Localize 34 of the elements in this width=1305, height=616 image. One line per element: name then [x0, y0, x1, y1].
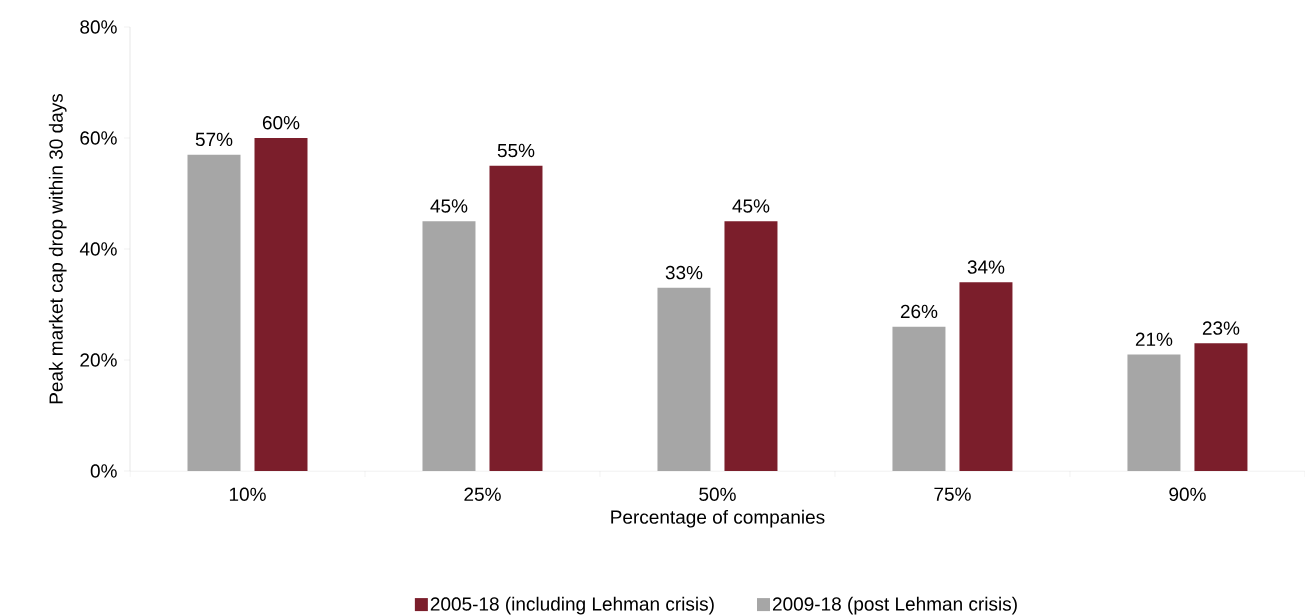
data-label: 26%	[900, 304, 938, 319]
bar	[254, 138, 308, 471]
data-label: 34%	[967, 260, 1005, 274]
y-tick-label: 0%	[90, 464, 117, 478]
bar	[1127, 354, 1181, 471]
x-tick-label: 75%	[934, 487, 971, 501]
bar	[187, 154, 241, 471]
x-axis-title: Percentage of companies	[611, 509, 825, 528]
bar	[422, 221, 476, 471]
data-label: 60%	[262, 116, 300, 130]
y-tick-label: 80%	[80, 20, 117, 34]
bar	[1194, 343, 1248, 471]
legend-label: 2009-18 (post Lehman crisis)	[772, 596, 1017, 615]
data-label: 33%	[665, 265, 703, 280]
bar	[489, 165, 543, 471]
bar	[657, 287, 711, 471]
data-label: 23%	[1202, 321, 1240, 335]
x-tick-label: 90%	[1169, 487, 1206, 501]
x-tick-label: 50%	[699, 487, 736, 501]
data-label: 55%	[497, 143, 535, 158]
x-tick-label: 10%	[229, 487, 266, 501]
x-tick-label: 25%	[464, 487, 501, 501]
bar	[959, 282, 1013, 471]
legend-label: 2005-18 (including Lehman crisis)	[430, 596, 714, 615]
y-tick-label: 40%	[79, 242, 117, 256]
data-label: 45%	[732, 199, 770, 213]
data-label: 57%	[195, 132, 233, 147]
data-label: 45%	[430, 199, 468, 213]
y-axis-title: Peak market cap drop within 30 days	[48, 93, 67, 404]
y-tick-label: 20%	[80, 353, 117, 367]
y-tick-label: 60%	[80, 131, 117, 145]
bar	[724, 221, 778, 471]
data-label: 21%	[1135, 332, 1173, 346]
bar	[892, 326, 946, 471]
